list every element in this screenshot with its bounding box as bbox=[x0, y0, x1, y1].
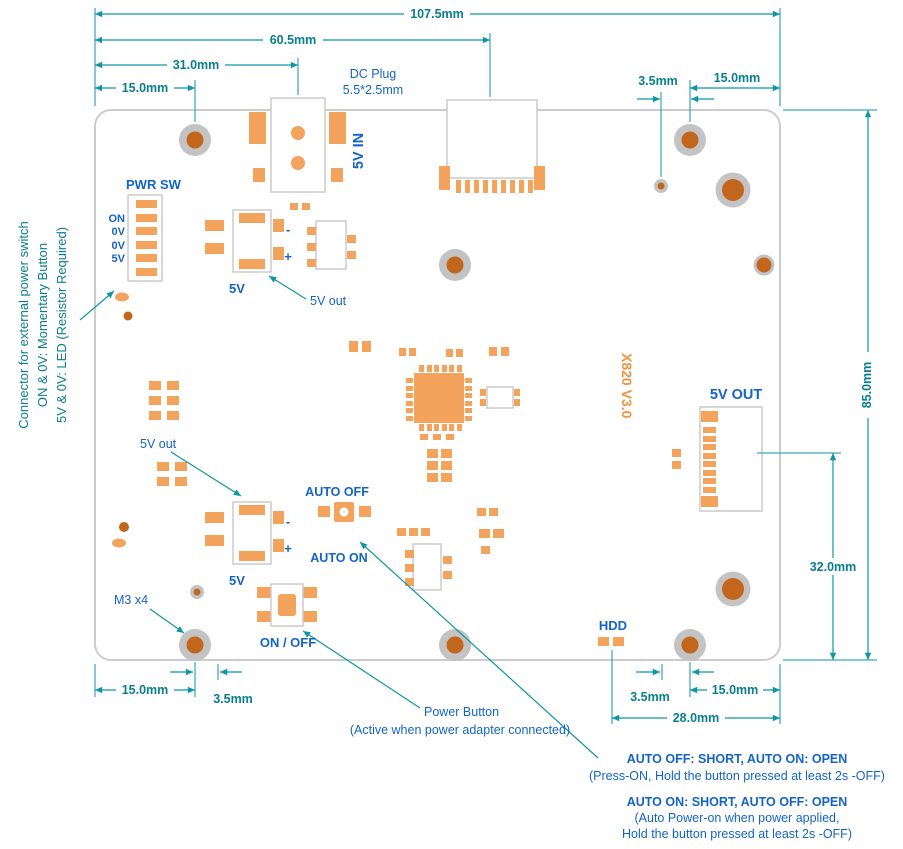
5v-out-label-top: 5V out bbox=[310, 294, 347, 308]
dim-label-15mm-bl: 15.0mm bbox=[122, 683, 169, 697]
dim-hole-offset-bottom-left: 3.5mm bbox=[170, 664, 253, 706]
auto-on-annotation-desc2: Hold the button pressed at least 2s -OFF… bbox=[622, 827, 852, 841]
auto-on-label: AUTO ON bbox=[310, 551, 367, 565]
dim-label-15mm-tl: 15.0mm bbox=[122, 81, 169, 95]
plus-mark-top: + bbox=[284, 249, 292, 264]
dim-width-usb: 60.5mm bbox=[95, 32, 491, 97]
mounting-holes bbox=[179, 124, 775, 661]
minus-mark-top: - bbox=[286, 222, 290, 237]
5v-out-connector-label: 5V OUT bbox=[710, 387, 763, 403]
power-button-footprint bbox=[257, 583, 317, 627]
leader-5v-out-top bbox=[268, 275, 307, 300]
left-passive-pads bbox=[112, 381, 187, 548]
leader-auto-jumper bbox=[359, 541, 599, 759]
small-hole-top-right bbox=[654, 179, 668, 193]
dim-label-85mm: 85.0mm bbox=[860, 362, 874, 409]
dc-plug-size-label: 5.5*2.5mm bbox=[343, 83, 403, 97]
leader-m3 bbox=[149, 608, 185, 634]
auto-on-annotation-head: AUTO ON: SHORT, AUTO OFF: OPEN bbox=[627, 795, 848, 809]
dim-usb-out-height: 32.0mm bbox=[757, 452, 861, 660]
pin-label-5v: 5V bbox=[112, 253, 126, 265]
dim-hdd-span: 28.0mm bbox=[611, 650, 780, 726]
dim-hole-top-right: 15.0mm bbox=[690, 71, 780, 92]
pin-label-0v-a: 0V bbox=[112, 226, 126, 238]
m3-label: M3 x4 bbox=[114, 593, 148, 607]
small-ic-bottom-footprint bbox=[397, 508, 504, 591]
pwr-sw-connector-footprint bbox=[115, 194, 163, 321]
regulator-5v-bottom-footprint bbox=[205, 501, 284, 565]
mounting-hole-bottom-left bbox=[179, 629, 211, 661]
standoff-hole-right-lower bbox=[715, 571, 751, 607]
dim-label-15mm-tr: 15.0mm bbox=[714, 71, 761, 85]
main-ic-footprint bbox=[406, 365, 472, 431]
standoff-hole-right-upper bbox=[715, 172, 751, 208]
hdd-label: HDD bbox=[599, 618, 627, 633]
minus-mark-bottom: - bbox=[286, 514, 290, 529]
hole-right-mid bbox=[753, 254, 775, 276]
small-hole-bottom-left bbox=[190, 585, 204, 599]
dim-label-3.5mm-tr: 3.5mm bbox=[638, 74, 678, 88]
power-button-annotation-desc: (Active when power adapter connected) bbox=[350, 723, 570, 737]
dim-label-3.5mm-br: 3.5mm bbox=[630, 690, 670, 704]
dc-plug-footprint bbox=[249, 97, 346, 193]
left-annotation-line1: Connector for external power switch bbox=[16, 221, 31, 428]
leader-power-button bbox=[302, 630, 421, 709]
5v-out-label-mid: 5V out bbox=[140, 437, 177, 451]
leader-5v-out-mid bbox=[170, 451, 242, 497]
dim-label-32mm: 32.0mm bbox=[810, 560, 857, 574]
hdd-led-pads bbox=[598, 637, 624, 646]
dim-hole-bottom-right: 15.0mm bbox=[690, 664, 781, 724]
5v-in-label: 5V IN bbox=[351, 133, 367, 169]
pin-label-on: ON bbox=[109, 213, 126, 225]
dim-height-total: 85.0mm bbox=[783, 109, 879, 661]
pwr-sw-label: PWR SW bbox=[126, 177, 182, 192]
pin-label-0v-b: 0V bbox=[112, 240, 126, 252]
left-annotation-line3: 5V & 0V: LED (Resistor Required) bbox=[54, 227, 69, 423]
auto-off-annotation-desc: (Press-ON, Hold the button pressed at le… bbox=[589, 769, 885, 783]
on-off-label: ON / OFF bbox=[260, 635, 316, 650]
power-button-annotation: Power Button bbox=[424, 705, 499, 719]
dim-label-31mm: 31.0mm bbox=[173, 58, 220, 72]
auto-off-label: AUTO OFF bbox=[305, 485, 369, 499]
5v-label-top: 5V bbox=[229, 281, 245, 296]
dim-label-3.5mm-bl: 3.5mm bbox=[213, 692, 253, 706]
mounting-hole-top-left bbox=[179, 124, 211, 156]
passive-pads-around-ic bbox=[349, 341, 520, 482]
auto-on-annotation-desc1: (Auto Power-on when power applied, bbox=[635, 811, 840, 825]
mounting-hole-top-right bbox=[674, 124, 706, 156]
dim-hole-top-left: 15.0mm bbox=[95, 80, 196, 122]
leader-pwr-sw bbox=[79, 290, 115, 321]
dim-width-total: 107.5mm bbox=[94, 6, 781, 106]
mounting-hole-bottom-center bbox=[439, 629, 471, 661]
plus-mark-bottom: + bbox=[284, 541, 292, 556]
dim-label-28mm: 28.0mm bbox=[673, 711, 720, 725]
dim-width-dcplug: 31.0mm bbox=[95, 57, 299, 95]
dim-label-15mm-br: 15.0mm bbox=[712, 683, 759, 697]
micro-usb-5v-in-footprint bbox=[439, 99, 545, 193]
mounting-hole-center bbox=[439, 249, 471, 281]
mounting-hole-bottom-right bbox=[674, 629, 706, 661]
auto-jumper-footprint bbox=[318, 502, 371, 522]
dim-label-107mm: 107.5mm bbox=[410, 7, 464, 21]
board-name-label: X820 V3.0 bbox=[619, 353, 635, 419]
dc-plug-label: DC Plug bbox=[350, 67, 397, 81]
dim-label-60mm: 60.5mm bbox=[270, 33, 317, 47]
usb-5v-out-footprint bbox=[672, 406, 763, 512]
dim-hole-offset-bottom-right: 3.5mm bbox=[630, 662, 714, 704]
left-annotation-line2: ON & 0V: Momentary Button bbox=[35, 243, 50, 407]
auto-off-annotation-head: AUTO OFF: SHORT, AUTO ON: OPEN bbox=[627, 752, 848, 766]
regulator-5v-top-footprint bbox=[205, 209, 284, 273]
5v-label-bottom: 5V bbox=[229, 573, 245, 588]
dim-hole-bottom-left: 15.0mm bbox=[94, 662, 196, 698]
small-ic-top-footprint bbox=[290, 203, 356, 270]
